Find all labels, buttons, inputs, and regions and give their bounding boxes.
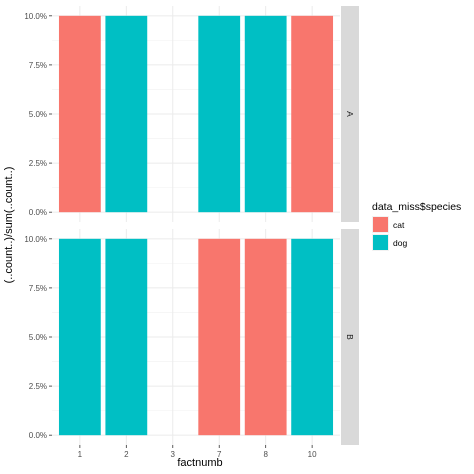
facet-strip-label: A	[345, 111, 355, 117]
legend-label-cat: cat	[393, 220, 405, 230]
x-tick-label: 3	[171, 450, 176, 459]
x-tick-label: 1	[78, 450, 83, 459]
y-tick-label: 5.0%	[29, 333, 47, 342]
facet-strip-A	[341, 6, 359, 222]
y-tick-label: 7.5%	[29, 284, 47, 293]
panels-layer: 0.0% 2.5% 5.0% 7.5% 10.0% A 0.0% 2.5% 5.0% 7.5% 10…	[24, 6, 359, 445]
x-axis-title: factnumb	[177, 457, 222, 469]
legend-key-dog	[373, 235, 388, 250]
bar-B-10-dog	[291, 238, 334, 436]
x-axis: 1 2 3 7 8 10	[78, 445, 317, 459]
y-tick-label: 10.0%	[24, 235, 47, 244]
facet-strip-label: B	[345, 334, 355, 340]
legend-title: data_miss$species	[372, 201, 461, 213]
y-tick-label: 2.5%	[29, 382, 47, 391]
y-tick-label: 5.0%	[29, 110, 47, 119]
panel-A: 0.0% 2.5% 5.0% 7.5% 10.0% A	[24, 6, 359, 222]
facet-strip-B	[341, 229, 359, 445]
bar-B-1-dog	[58, 238, 101, 436]
legend-key-cat	[373, 217, 388, 232]
bar-B-7-cat	[198, 238, 241, 436]
bar-A-10-cat	[291, 15, 334, 213]
legend-label-dog: dog	[393, 238, 407, 248]
bar-B-8-cat	[244, 238, 287, 436]
legend: data_miss$species cat dog	[372, 201, 461, 251]
x-tick-label: 2	[124, 450, 129, 459]
bar-A-1-cat	[58, 15, 101, 213]
x-tick-label: 7	[217, 450, 222, 459]
bar-B-2-dog	[105, 238, 148, 436]
panel-B: 0.0% 2.5% 5.0% 7.5% 10.0% B	[24, 229, 359, 445]
x-tick-label: 8	[263, 450, 268, 459]
bar-A-2-dog	[105, 15, 148, 213]
y-tick-label: 10.0%	[24, 12, 47, 21]
y-tick-label: 7.5%	[29, 61, 47, 70]
y-tick-label: 0.0%	[29, 208, 47, 217]
y-tick-label: 0.0%	[29, 431, 47, 440]
y-axis-title: (..count..)/sum(..count..)	[3, 167, 15, 284]
x-tick-label: 10	[308, 450, 317, 459]
bar-A-8-dog	[244, 15, 287, 213]
y-tick-label: 2.5%	[29, 159, 47, 168]
bar-A-7-dog	[198, 15, 241, 213]
